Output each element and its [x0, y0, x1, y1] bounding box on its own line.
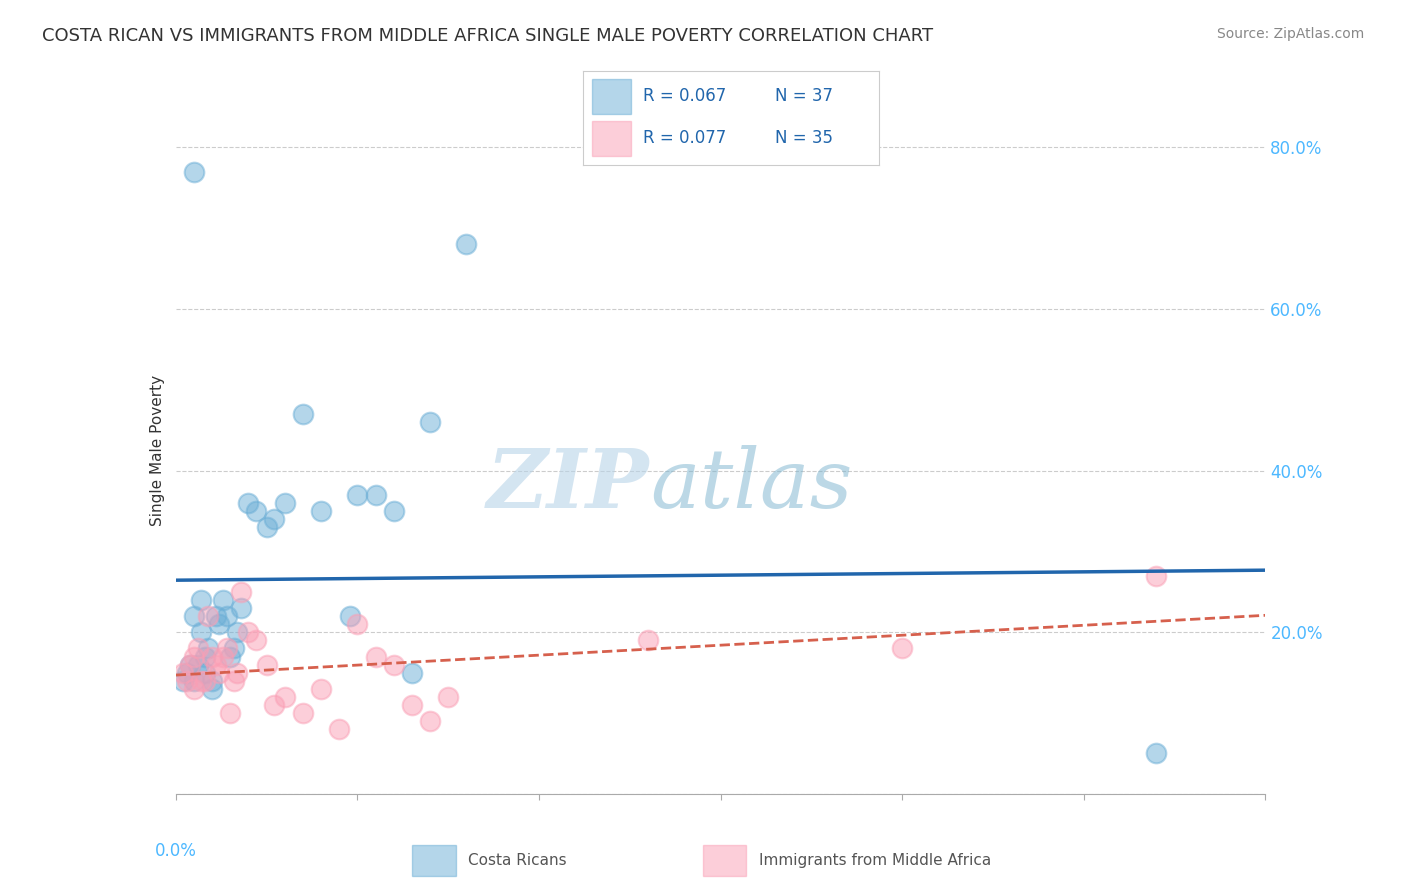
Point: [194, 649, 217, 664]
Point: [419, 415, 441, 429]
Point: [183, 649, 205, 664]
Point: [219, 649, 242, 664]
Point: [245, 504, 267, 518]
Text: ZIP: ZIP: [486, 445, 650, 524]
Point: [256, 520, 278, 534]
Point: [201, 649, 224, 664]
Y-axis label: Single Male Poverty: Single Male Poverty: [149, 375, 165, 526]
Point: [437, 690, 460, 704]
Point: [231, 601, 253, 615]
Point: [208, 617, 231, 632]
Point: [172, 673, 194, 688]
Point: [346, 488, 368, 502]
Point: [309, 681, 332, 696]
Point: [1146, 747, 1168, 761]
Point: [194, 665, 217, 680]
Bar: [412, 846, 456, 876]
Point: [263, 698, 285, 712]
Point: [208, 665, 231, 680]
Point: [291, 706, 314, 720]
Point: [339, 609, 361, 624]
Text: N = 37: N = 37: [776, 87, 834, 105]
Point: [891, 641, 914, 656]
Point: [364, 488, 387, 502]
Point: [274, 690, 297, 704]
Point: [190, 673, 212, 688]
Point: [1146, 568, 1168, 582]
Point: [201, 681, 224, 696]
Point: [274, 496, 297, 510]
Text: Immigrants from Middle Africa: Immigrants from Middle Africa: [759, 854, 991, 868]
Point: [212, 593, 235, 607]
Text: 0.0%: 0.0%: [155, 842, 197, 860]
Point: [364, 649, 387, 664]
Point: [179, 657, 201, 672]
Point: [231, 585, 253, 599]
Point: [197, 641, 219, 656]
Point: [419, 714, 441, 728]
Point: [222, 673, 245, 688]
Point: [256, 657, 278, 672]
Text: Source: ZipAtlas.com: Source: ZipAtlas.com: [1216, 27, 1364, 41]
Point: [183, 673, 205, 688]
Point: [245, 633, 267, 648]
Point: [197, 609, 219, 624]
Point: [222, 641, 245, 656]
Text: N = 35: N = 35: [776, 129, 834, 147]
Bar: [592, 78, 631, 113]
Point: [176, 673, 198, 688]
Text: Costa Ricans: Costa Ricans: [468, 854, 567, 868]
Point: [179, 657, 201, 672]
Text: atlas: atlas: [650, 445, 852, 524]
Point: [215, 609, 238, 624]
Point: [201, 673, 224, 688]
Point: [212, 649, 235, 664]
Text: COSTA RICAN VS IMMIGRANTS FROM MIDDLE AFRICA SINGLE MALE POVERTY CORRELATION CHA: COSTA RICAN VS IMMIGRANTS FROM MIDDLE AF…: [42, 27, 934, 45]
Point: [190, 593, 212, 607]
Point: [291, 407, 314, 421]
Point: [456, 237, 478, 252]
Point: [183, 681, 205, 696]
Point: [382, 657, 405, 672]
Point: [328, 723, 350, 737]
Point: [183, 164, 205, 178]
Point: [190, 625, 212, 640]
Text: R = 0.077: R = 0.077: [643, 129, 725, 147]
Point: [226, 625, 249, 640]
Point: [238, 625, 260, 640]
Point: [194, 673, 217, 688]
Text: R = 0.067: R = 0.067: [643, 87, 725, 105]
Point: [215, 641, 238, 656]
Point: [226, 665, 249, 680]
Point: [346, 617, 368, 632]
Point: [204, 657, 226, 672]
Point: [382, 504, 405, 518]
Point: [186, 657, 209, 672]
Bar: [592, 121, 631, 156]
Point: [309, 504, 332, 518]
Point: [183, 609, 205, 624]
Point: [186, 641, 209, 656]
Point: [263, 512, 285, 526]
Point: [204, 609, 226, 624]
Point: [176, 665, 198, 680]
Point: [219, 706, 242, 720]
Bar: [703, 846, 747, 876]
Point: [637, 633, 659, 648]
Point: [401, 698, 423, 712]
Point: [401, 665, 423, 680]
Point: [172, 665, 194, 680]
Point: [238, 496, 260, 510]
